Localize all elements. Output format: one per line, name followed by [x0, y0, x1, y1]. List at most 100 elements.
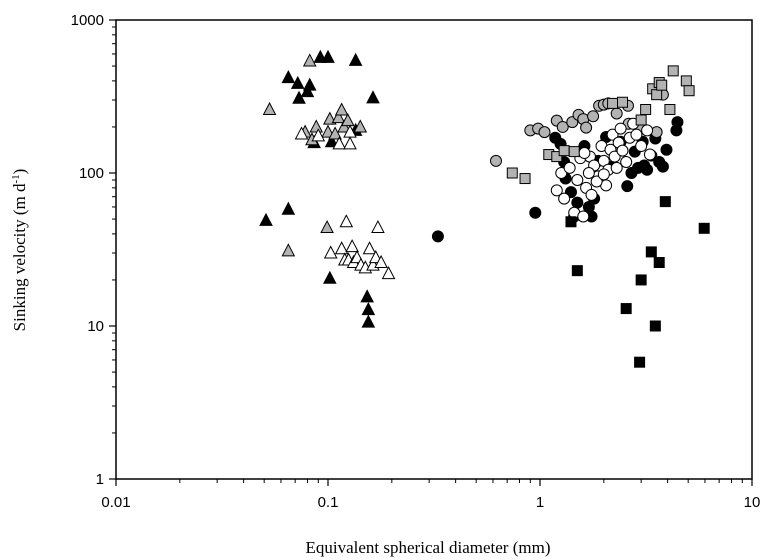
circle-point [608, 150, 621, 163]
triangle-point [332, 136, 347, 150]
triangle-point [371, 219, 385, 234]
circle-point [620, 156, 633, 169]
triangle-point [340, 113, 355, 127]
circle-point [571, 196, 584, 209]
triangle-point [281, 201, 296, 215]
square-point [653, 257, 665, 269]
y-tick-label: 1 [96, 471, 104, 488]
square-point [640, 104, 652, 116]
square-point [558, 145, 570, 157]
square-point [634, 356, 646, 368]
circle-point [587, 110, 600, 123]
triangle-point [309, 119, 324, 133]
triangle-point [339, 214, 354, 228]
y-tick-label: 10 [87, 318, 104, 335]
square-point [664, 104, 676, 116]
triangle-point [331, 110, 346, 124]
circle-point [538, 126, 551, 139]
circle-point [621, 180, 634, 193]
y-axis-label-close: ) [10, 169, 29, 175]
triangle-point [259, 212, 273, 226]
circle-point [616, 144, 629, 157]
circle-point [641, 163, 654, 176]
circle-point [643, 148, 656, 161]
triangle-point [381, 266, 396, 280]
plot-frame [115, 19, 753, 480]
y-axis-label: Sinking velocity (m d-1) [10, 169, 29, 332]
x-tick-label: 0.01 [101, 494, 130, 511]
square-point [649, 320, 661, 332]
circle-point [550, 184, 563, 197]
triangle-point [290, 75, 305, 89]
square-point [683, 85, 695, 97]
square-point [506, 167, 518, 179]
circle-point [641, 124, 654, 137]
square-point [667, 65, 679, 77]
triangle-point [302, 53, 317, 67]
circle-point [597, 168, 610, 181]
square-point [698, 222, 710, 234]
square-point [519, 173, 531, 185]
circle-point [580, 121, 593, 134]
circle-point [431, 230, 444, 243]
triangle-point [348, 52, 363, 66]
circle-point [489, 154, 502, 167]
triangle-point [337, 119, 351, 133]
triangle-point [362, 241, 377, 255]
triangle-point [321, 49, 335, 63]
circle-point [582, 167, 595, 179]
triangle-point [322, 270, 337, 284]
square-point [635, 274, 647, 286]
triangle-point [328, 126, 342, 140]
circle-point [606, 128, 619, 141]
triangle-point [353, 119, 368, 133]
y-axis-label-main: Sinking velocity (m d [10, 183, 29, 331]
y-axis-label-superscript: -1 [10, 174, 22, 183]
triangle-point [361, 314, 376, 328]
circle-point [614, 122, 627, 135]
triangle-point [281, 243, 296, 257]
circle-point [578, 147, 591, 160]
square-point [568, 146, 580, 158]
x-tick-label: 0.1 [318, 494, 339, 511]
square-point [645, 246, 657, 258]
triangle-point [374, 254, 388, 269]
triangle-point [292, 90, 306, 104]
triangle-point [366, 90, 380, 104]
square-point [617, 96, 629, 108]
circle-point [671, 116, 684, 129]
triangle-point [323, 245, 338, 259]
square-point [651, 89, 663, 101]
y-tick-label: 1000 [71, 12, 104, 29]
plot-area-border [115, 19, 753, 480]
triangle-point [324, 134, 339, 148]
square-point [659, 196, 671, 208]
axis-ticks: 0.01 0.1 1 10 1 10 100 1000 [71, 12, 761, 511]
circle-point [563, 161, 576, 174]
triangle-point [334, 241, 349, 255]
circle-point [585, 188, 598, 201]
circle-point [590, 175, 603, 188]
square-point [571, 265, 583, 277]
triangle-point [281, 70, 296, 84]
triangle-point [360, 289, 374, 303]
x-axis-label: Equivalent spherical diameter (mm) [306, 538, 551, 557]
circle-point [529, 206, 542, 219]
circle-point [610, 107, 623, 120]
triangle-point [300, 84, 315, 98]
circle-point [558, 192, 571, 205]
circle-point [556, 120, 569, 133]
y-tick-label: 100 [79, 165, 104, 182]
x-tick-label: 1 [536, 494, 544, 511]
circle-point [577, 210, 590, 223]
square-point [565, 216, 577, 228]
triangle-point [345, 239, 359, 253]
triangle-point [302, 77, 317, 91]
x-tick-label: 10 [744, 494, 761, 511]
circle-point [571, 174, 584, 187]
triangle-point [320, 219, 334, 234]
circle-point [630, 128, 643, 141]
square-point [635, 114, 647, 126]
square-point [620, 303, 632, 315]
